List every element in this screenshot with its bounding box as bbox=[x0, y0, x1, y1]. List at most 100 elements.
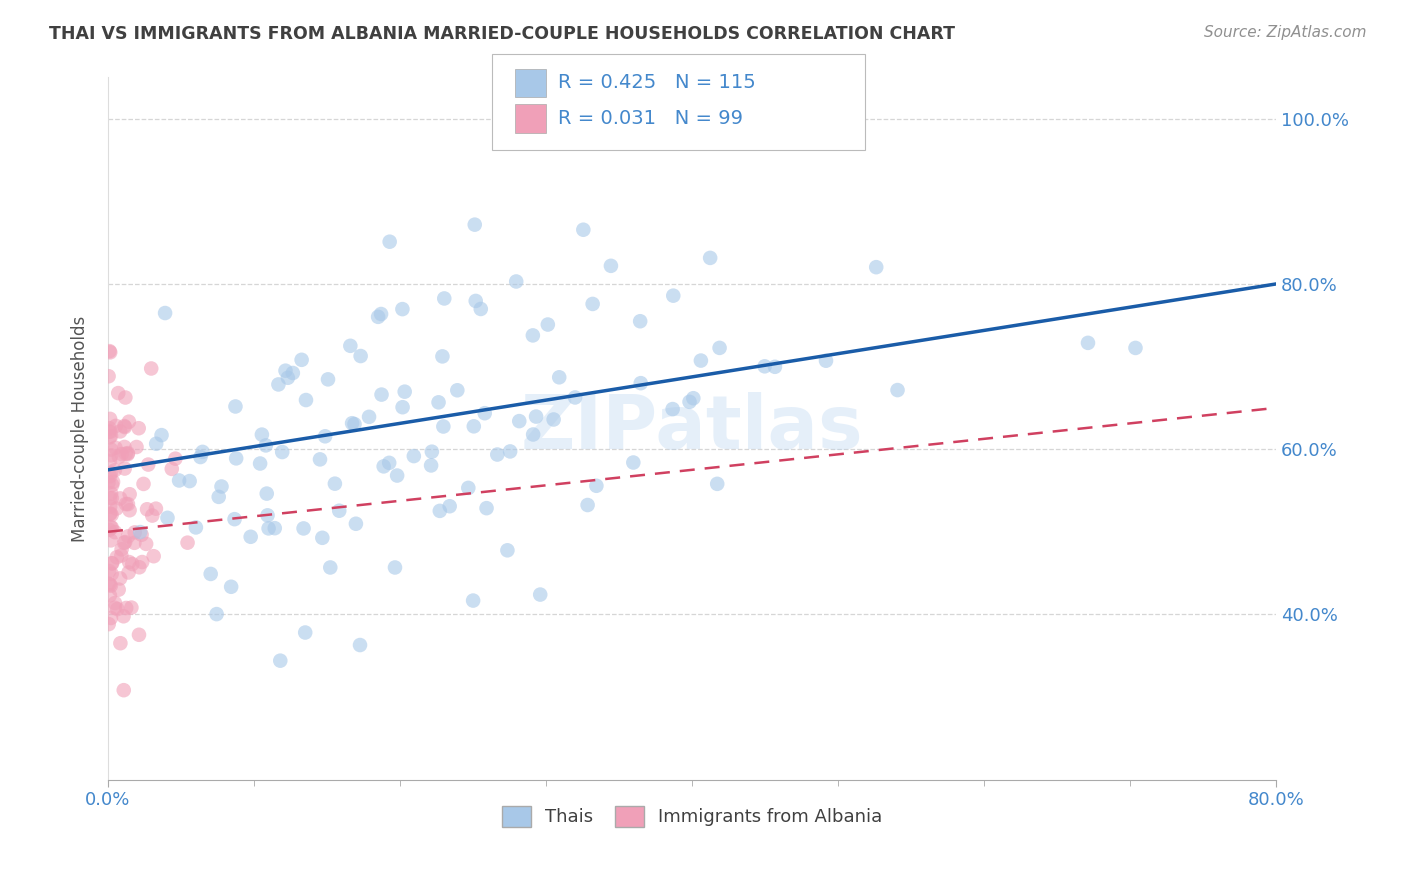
Point bbox=[97, 425, 120, 439]
Point bbox=[104, 596, 127, 610]
Point bbox=[98, 507, 121, 521]
Point bbox=[120, 600, 142, 615]
Point bbox=[373, 459, 395, 474]
Point bbox=[256, 508, 278, 523]
Point bbox=[191, 445, 214, 459]
Point bbox=[432, 350, 454, 364]
Point bbox=[128, 560, 150, 574]
Point bbox=[291, 352, 314, 367]
Point bbox=[111, 447, 134, 461]
Point bbox=[340, 416, 363, 430]
Point bbox=[141, 508, 163, 523]
Point bbox=[1077, 335, 1099, 350]
Point bbox=[131, 528, 153, 542]
Point bbox=[548, 370, 571, 384]
Point bbox=[475, 501, 498, 516]
Point bbox=[814, 353, 837, 368]
Point bbox=[224, 512, 246, 526]
Point bbox=[117, 497, 139, 511]
Point bbox=[150, 428, 173, 442]
Point bbox=[100, 486, 122, 500]
Point bbox=[402, 449, 425, 463]
Point bbox=[114, 535, 136, 549]
Point bbox=[165, 451, 187, 466]
Point bbox=[104, 441, 127, 455]
Point bbox=[886, 383, 908, 397]
Point bbox=[474, 406, 496, 420]
Point bbox=[98, 588, 121, 602]
Point bbox=[104, 525, 127, 540]
Point bbox=[257, 521, 280, 535]
Point bbox=[391, 401, 413, 415]
Point bbox=[682, 391, 704, 405]
Text: R = 0.031   N = 99: R = 0.031 N = 99 bbox=[558, 109, 744, 128]
Point bbox=[160, 462, 183, 476]
Point bbox=[100, 579, 122, 593]
Point bbox=[115, 497, 138, 511]
Point bbox=[378, 456, 401, 470]
Point bbox=[564, 391, 586, 405]
Point bbox=[457, 481, 479, 495]
Point bbox=[128, 628, 150, 642]
Point bbox=[98, 469, 121, 483]
Point bbox=[176, 535, 198, 549]
Point bbox=[432, 419, 454, 434]
Point bbox=[97, 369, 120, 384]
Point bbox=[628, 314, 651, 328]
Point bbox=[98, 523, 121, 537]
Point bbox=[132, 477, 155, 491]
Point bbox=[690, 353, 713, 368]
Point bbox=[269, 654, 291, 668]
Point bbox=[271, 445, 294, 459]
Point bbox=[224, 400, 246, 414]
Point bbox=[763, 359, 786, 374]
Point bbox=[101, 491, 124, 505]
Point bbox=[427, 395, 450, 409]
Point bbox=[104, 463, 127, 477]
Point bbox=[316, 372, 339, 386]
Point bbox=[295, 392, 318, 407]
Point bbox=[153, 306, 176, 320]
Point bbox=[309, 452, 332, 467]
Point bbox=[100, 429, 122, 443]
Text: ZIPatlas: ZIPatlas bbox=[520, 392, 863, 465]
Point bbox=[464, 293, 486, 308]
Point bbox=[100, 520, 122, 534]
Point bbox=[97, 475, 120, 490]
Point bbox=[108, 450, 131, 464]
Point bbox=[267, 377, 290, 392]
Point bbox=[463, 419, 485, 434]
Point bbox=[576, 498, 599, 512]
Point bbox=[661, 402, 683, 417]
Point bbox=[433, 292, 456, 306]
Point bbox=[699, 251, 721, 265]
Point bbox=[339, 339, 361, 353]
Text: Source: ZipAtlas.com: Source: ZipAtlas.com bbox=[1204, 25, 1367, 40]
Point bbox=[250, 427, 273, 442]
Point bbox=[105, 550, 128, 565]
Point bbox=[100, 442, 122, 457]
Point bbox=[621, 456, 644, 470]
Point bbox=[112, 609, 135, 624]
Point bbox=[184, 520, 207, 534]
Point bbox=[142, 549, 165, 564]
Point bbox=[709, 341, 731, 355]
Point bbox=[114, 391, 136, 405]
Point bbox=[110, 491, 132, 506]
Point bbox=[429, 504, 451, 518]
Point bbox=[117, 447, 139, 461]
Point bbox=[129, 525, 152, 540]
Point bbox=[105, 602, 128, 616]
Point bbox=[384, 560, 406, 574]
Point bbox=[508, 414, 530, 428]
Point bbox=[572, 223, 595, 237]
Point bbox=[145, 501, 167, 516]
Point bbox=[486, 448, 509, 462]
Point bbox=[115, 601, 138, 615]
Point bbox=[145, 436, 167, 450]
Point bbox=[117, 529, 139, 543]
Point bbox=[367, 310, 389, 324]
Point bbox=[100, 533, 122, 548]
Point bbox=[343, 417, 366, 431]
Point bbox=[136, 458, 159, 472]
